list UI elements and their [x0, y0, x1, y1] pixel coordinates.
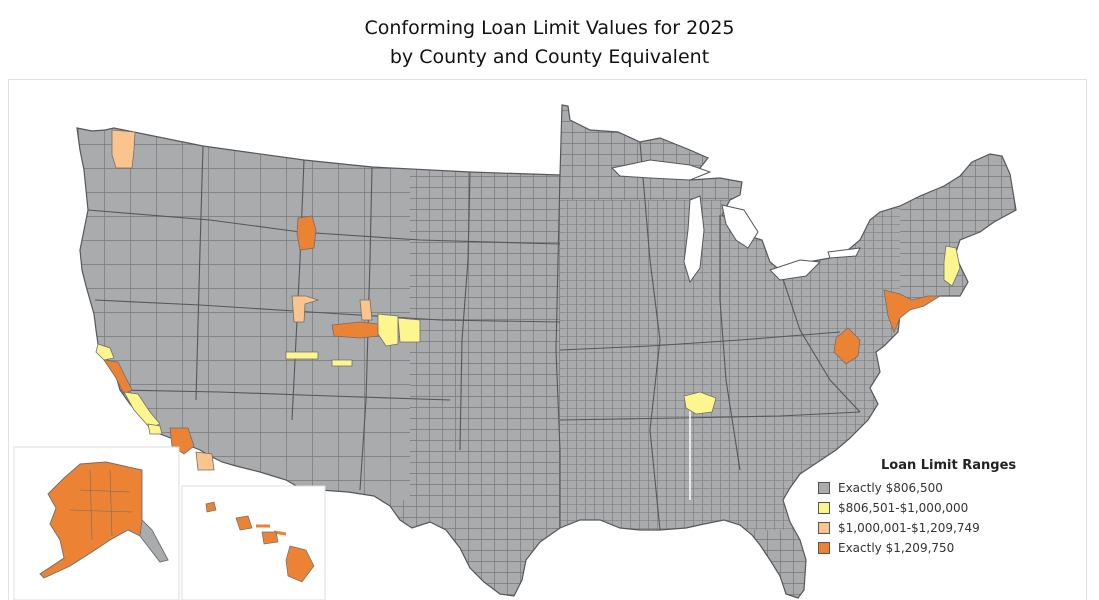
county-co-routt [359, 299, 373, 321]
lake-huron [721, 204, 759, 249]
legend-label: $806,501-$1,000,000 [838, 501, 969, 515]
county-dc-metro [833, 327, 861, 365]
legend-item: Exactly $806,500 [818, 478, 1058, 498]
legend-label: $1,000,001-$1,209,749 [838, 521, 980, 535]
county-tn-nashville [683, 391, 717, 415]
county-ca-tier1-sb [147, 423, 163, 435]
chart-title: Conforming Loan Limit Values for 2025 by… [0, 14, 1099, 72]
county-ny-nj-metro [883, 289, 942, 334]
county-wa-tier2 [111, 129, 136, 169]
lake-superior [610, 159, 712, 181]
title-line-2: by County and County Equivalent [389, 46, 710, 68]
county-co-tier1-c [331, 359, 353, 367]
county-ma-tier1 [943, 245, 961, 287]
legend: Loan Limit Ranges Exactly $806,500 $806,… [818, 458, 1058, 558]
county-ca-san-diego [195, 451, 215, 471]
legend-item: Exactly $1,209,750 [818, 538, 1058, 558]
county-ut-tier1 [285, 351, 319, 360]
legend-swatch [818, 542, 830, 554]
legend-title: Loan Limit Ranges [881, 458, 1017, 473]
county-co-tier1-b [397, 317, 421, 343]
legend-swatch [818, 502, 830, 514]
alaska-inset [13, 446, 180, 600]
title-line-1: Conforming Loan Limit Values for 2025 [364, 17, 735, 39]
map-frame [8, 79, 1087, 600]
lake-ontario [827, 247, 861, 259]
lake-michigan [683, 195, 705, 284]
legend-item: $806,501-$1,000,000 [818, 498, 1058, 518]
county-ca-tier1-coast [123, 391, 161, 429]
legend-swatch [818, 522, 830, 534]
legend-label: Exactly $806,500 [838, 481, 943, 495]
legend-label: Exactly $1,209,750 [838, 541, 955, 555]
county-ca-tier1-north [95, 343, 115, 361]
county-co-pitkin [331, 321, 379, 339]
county-wy-teton [296, 215, 317, 251]
hawaii-inset [181, 485, 326, 600]
highlighted-counties [95, 129, 961, 471]
legend-swatch [818, 482, 830, 494]
county-id-blaine [291, 295, 320, 323]
lake-erie [769, 259, 822, 281]
county-co-tier1-a [377, 313, 399, 347]
legend-item: $1,000,001-$1,209,749 [818, 518, 1058, 538]
county-ca-bay-area [103, 359, 133, 395]
